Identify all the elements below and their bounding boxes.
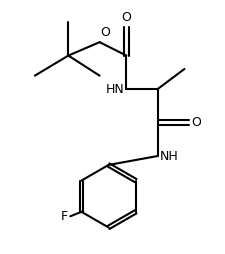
Text: NH: NH bbox=[159, 150, 178, 163]
Text: O: O bbox=[190, 116, 200, 129]
Text: O: O bbox=[100, 26, 110, 39]
Text: F: F bbox=[61, 210, 68, 223]
Text: O: O bbox=[121, 11, 131, 24]
Text: HN: HN bbox=[105, 83, 124, 96]
